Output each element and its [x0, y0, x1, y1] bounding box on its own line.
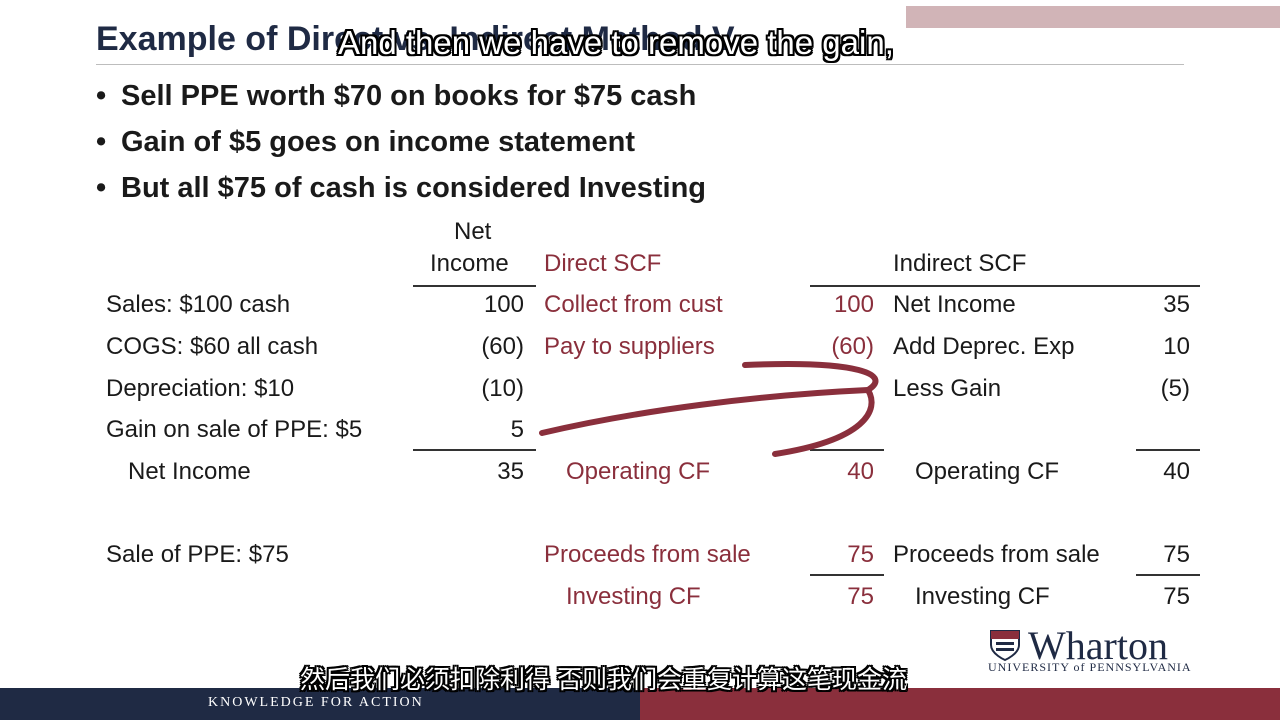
- footer-tagline: KNOWLEDGE FOR ACTION: [208, 695, 424, 710]
- investing-total-label-direct: Investing CF: [566, 583, 701, 610]
- slide-title: Example of Direct vs. Indirect Method V: [96, 20, 735, 58]
- direct-label: Collect from cust: [544, 291, 723, 318]
- investing-indirect-label: Proceeds from sale: [893, 541, 1100, 568]
- subtotal-rule-ni: [413, 449, 536, 451]
- row-label: Sales: $100 cash: [106, 291, 291, 318]
- indirect-label: Add Deprec. Exp: [893, 333, 1075, 360]
- bullet-glyph: •: [96, 80, 107, 112]
- header-accent-bar: [906, 6, 1280, 28]
- indirect-label: Net Income: [893, 291, 1016, 318]
- bullet-text: Gain of $5 goes on income statement: [121, 126, 636, 158]
- wharton-shield-icon: [990, 630, 1020, 662]
- investing-label: Sale of PPE: $75: [106, 541, 289, 568]
- row-label: COGS: $60 all cash: [106, 333, 319, 360]
- subtotal-rule-direct: [810, 449, 884, 451]
- investing-direct-value: 75: [847, 541, 874, 568]
- investing-total-value-indirect: 75: [1163, 583, 1190, 610]
- direct-value: (60): [831, 333, 874, 360]
- total-label-direct: Operating CF: [566, 458, 711, 485]
- investing-total-value-direct: 75: [847, 583, 874, 610]
- total-label-indirect: Operating CF: [915, 458, 1060, 485]
- bullet-glyph: •: [96, 172, 107, 204]
- indirect-value: 35: [1163, 291, 1190, 318]
- bullet-glyph: •: [96, 126, 107, 158]
- investing-direct-label: Proceeds from sale: [544, 541, 751, 568]
- logo-subtitle: UNIVERSITY of PENNSYLVANIA: [988, 660, 1192, 674]
- total-value-direct: 40: [847, 458, 874, 485]
- bullet-text: But all $75 of cash is considered Invest…: [121, 172, 707, 204]
- row-label: Gain on sale of PPE: $5: [106, 416, 363, 443]
- header-underline-ni: [413, 285, 536, 287]
- total-value-ni: 35: [497, 458, 524, 485]
- logo-wordmark: Wharton: [1028, 623, 1168, 668]
- bullet-item: • But all $75 of cash is considered Inves…: [96, 172, 706, 218]
- ni-value: (10): [481, 375, 524, 402]
- investing-rule-direct: [810, 574, 884, 576]
- title-divider: [96, 64, 1184, 65]
- investing-indirect-value: 75: [1163, 541, 1190, 568]
- indirect-value: (5): [1160, 375, 1190, 402]
- footer-bar-navy: [0, 688, 640, 720]
- bullet-item: • Sell PPE worth $70 on books for $75 cas…: [96, 80, 706, 126]
- investing-rule-indirect: [1136, 574, 1200, 576]
- subtitle-caption-english: And then we have to remove the gain,: [338, 24, 894, 61]
- ni-value: (60): [481, 333, 524, 360]
- bullet-text: Sell PPE worth $70 on books for $75 cash: [121, 80, 697, 112]
- row-label: Depreciation: $10: [106, 375, 295, 402]
- header-indirect-scf: Indirect SCF: [893, 250, 1027, 277]
- bullet-item: • Gain of $5 goes on income statement: [96, 126, 706, 172]
- total-value-indirect: 40: [1163, 458, 1190, 485]
- subtotal-rule-indirect: [1136, 449, 1200, 451]
- investing-total-label-indirect: Investing CF: [915, 583, 1050, 610]
- total-label-ni: Net Income: [128, 458, 251, 485]
- header-direct-scf: Direct SCF: [544, 250, 662, 277]
- ni-value: 100: [483, 291, 524, 318]
- footer-bar-maroon: [640, 688, 1280, 720]
- indirect-label: Less Gain: [893, 375, 1002, 402]
- direct-value: 100: [833, 291, 874, 318]
- ni-value: 5: [510, 416, 524, 443]
- header-income: Income: [430, 250, 509, 277]
- subtitle-caption-chinese: 然后我们必须扣除利得 否则我们会重复计算这笔现金流: [300, 666, 907, 694]
- header-net: Net: [454, 218, 492, 245]
- indirect-value: 10: [1163, 333, 1190, 360]
- header-underline-right: [810, 285, 1200, 287]
- direct-label: Pay to suppliers: [544, 333, 715, 360]
- bullet-list: • Sell PPE worth $70 on books for $75 cas…: [96, 80, 706, 218]
